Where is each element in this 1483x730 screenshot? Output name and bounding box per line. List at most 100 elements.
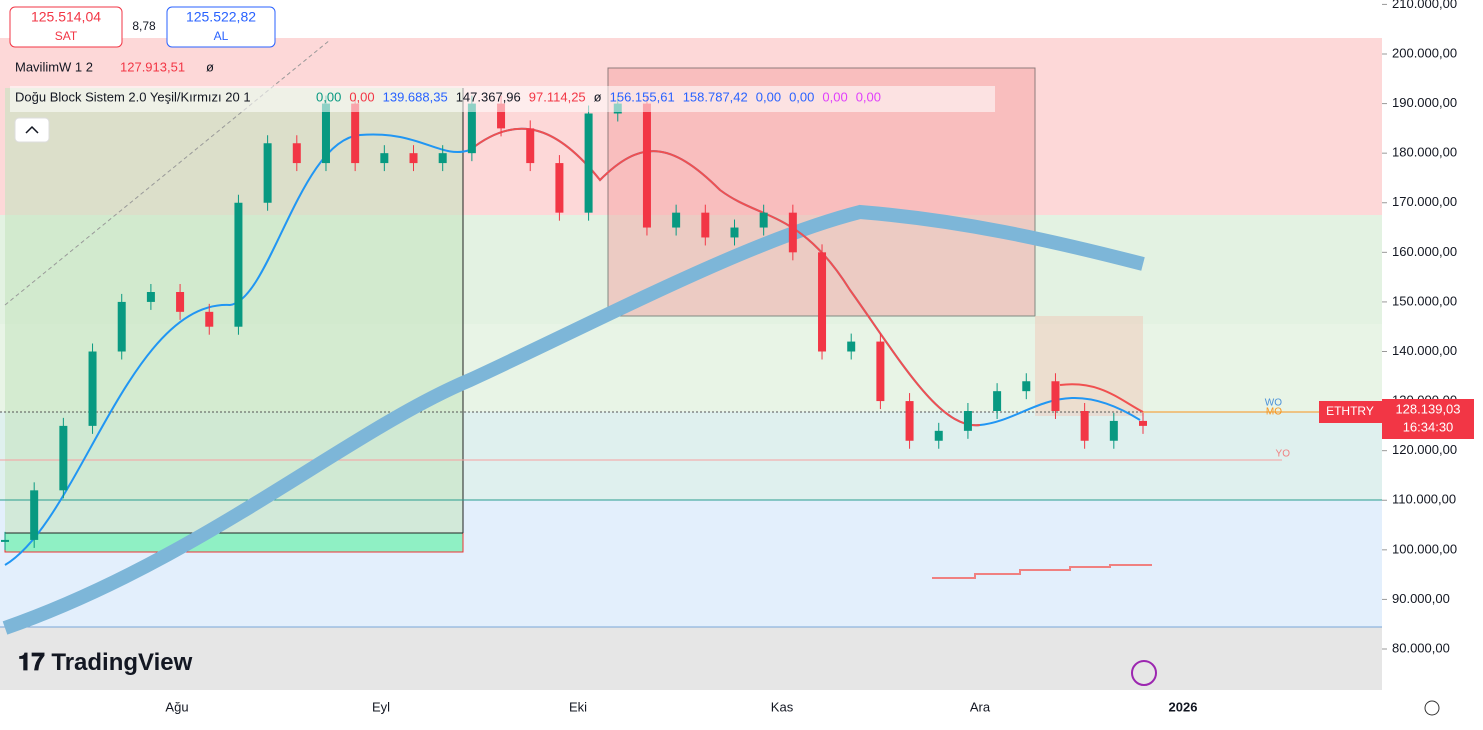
candle	[117, 301, 126, 352]
indicator-value: 0,00	[349, 89, 374, 104]
legend-bg	[10, 86, 995, 112]
spread: 8,78	[132, 19, 156, 33]
y-tick-label: 200.000,00	[1392, 45, 1457, 60]
candle	[847, 341, 856, 352]
y-tick-label: 190.000,00	[1392, 95, 1457, 110]
y-tick-label: 100.000,00	[1392, 541, 1457, 556]
candle	[788, 212, 797, 253]
candle	[1022, 381, 1031, 392]
candle	[1080, 411, 1089, 441]
y-tick-label: 90.000,00	[1392, 591, 1450, 606]
candle	[146, 292, 155, 302]
collapse-button[interactable]	[14, 117, 50, 143]
candle	[321, 103, 330, 164]
indicator-value: 139.688,35	[383, 89, 448, 104]
candle	[438, 153, 447, 164]
indicator-value: 127.913,51	[120, 59, 185, 74]
settings-icon[interactable]	[1424, 700, 1440, 716]
y-tick-label: 180.000,00	[1392, 145, 1457, 160]
candle	[30, 490, 39, 540]
x-label: Eyl	[372, 699, 390, 714]
alert-icon[interactable]	[1131, 660, 1157, 686]
candle	[701, 212, 710, 238]
symbol: ETHTRY	[1326, 404, 1374, 418]
candle	[759, 212, 768, 228]
indicator-value: 156.155,61	[610, 89, 675, 104]
countdown: 16:34:30	[1403, 419, 1454, 434]
candle	[292, 143, 301, 164]
last-price: 128.139,03	[1395, 401, 1460, 416]
candle	[380, 153, 389, 164]
sell-price: 125.514,04	[31, 9, 101, 25]
indicator-value: 0,00	[789, 89, 814, 104]
level-label: MO	[1266, 407, 1282, 418]
candle	[59, 425, 68, 491]
time-axis	[0, 690, 1382, 725]
chevron	[25, 125, 39, 134]
y-tick-label: 110.000,00	[1392, 492, 1456, 507]
level-label: YO	[1276, 449, 1291, 460]
indicator-value: 147.367,96	[456, 89, 521, 104]
price-tag	[1382, 399, 1474, 439]
candle	[1139, 420, 1147, 426]
buy-price: 125.522,82	[186, 9, 256, 25]
candle	[526, 128, 535, 164]
candle	[934, 430, 943, 441]
candle	[642, 103, 651, 228]
indicator-value: ø	[594, 89, 602, 104]
candle	[497, 103, 506, 129]
box	[5, 88, 463, 533]
indicator-value: 0,00	[856, 89, 881, 104]
candle	[993, 391, 1002, 411]
signal	[469, 127, 1144, 427]
candle	[176, 292, 185, 312]
candle	[88, 351, 97, 426]
indicator-value: 97.114,25	[529, 89, 586, 104]
sell-button[interactable]	[9, 6, 123, 48]
x-label: Kas	[771, 699, 794, 714]
candle	[1109, 420, 1118, 441]
x-label: 2026	[1169, 699, 1198, 714]
indicator-value: 0,00	[756, 89, 781, 104]
candle	[876, 341, 885, 402]
y-tick-label: 80.000,00	[1392, 640, 1450, 655]
indicator-name: MavilimW 1 2	[15, 59, 93, 74]
symbol-tag	[1319, 401, 1382, 423]
candle	[234, 202, 243, 327]
price-axis	[1382, 0, 1483, 725]
y-tick-label: 160.000,00	[1392, 244, 1457, 259]
level	[932, 564, 1152, 579]
y-tick-label: 140.000,00	[1392, 343, 1457, 358]
candle	[555, 163, 564, 213]
candle	[1, 539, 9, 542]
candle	[905, 401, 914, 441]
indicator-name: Doğu Block Sistem 2.0 Yeşil/Kırmızı 20 1	[15, 89, 251, 104]
x-label: Eki	[569, 699, 587, 714]
level-label: WO	[1265, 398, 1282, 409]
brand: TradingView	[51, 649, 192, 676]
candle	[818, 252, 827, 352]
sell-label: SAT	[55, 29, 78, 43]
zone	[0, 627, 1382, 690]
candle	[730, 227, 739, 238]
y-tick-label: 170.000,00	[1392, 194, 1457, 209]
candle	[1051, 381, 1060, 411]
candle	[672, 212, 681, 228]
candle	[351, 103, 360, 164]
band	[2, 204, 1145, 635]
indicator-value: 0,00	[316, 89, 341, 104]
indicator-value: 0,00	[822, 89, 847, 104]
y-tick-label: 150.000,00	[1392, 293, 1457, 308]
candle	[205, 311, 214, 327]
indicator-value: 158.787,42	[683, 89, 748, 104]
candle	[467, 103, 476, 154]
buy-button[interactable]	[166, 6, 276, 48]
candle	[963, 411, 972, 431]
y-tick-label: 120.000,00	[1392, 442, 1457, 457]
candle	[584, 113, 593, 213]
box	[4, 532, 464, 553]
candle	[263, 143, 272, 203]
candle	[409, 153, 418, 164]
logo: 𝟏𝟕 TradingView	[18, 649, 193, 676]
